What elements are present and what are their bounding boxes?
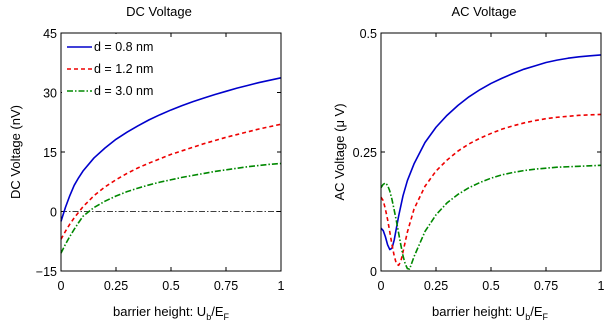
ac-y-tick-label: 0.25 [353,146,377,160]
dc-x-tick-label: 1 [278,279,285,293]
ac-y-tick-label: 0 [370,265,377,279]
dc-x-tick-label: 0.75 [214,279,238,293]
dc-x-tick-label: 0.25 [104,279,128,293]
legend-label-1: d = 1.2 nm [94,62,153,76]
dc-y-tick-label: −15 [36,265,57,279]
legend-entry-1: d = 1.2 nm [67,62,153,76]
ac-x-tick-label: 0.25 [424,279,448,293]
dc-legend: d = 0.8 nm d = 1.2 nm d = 3.0 nm [62,34,154,98]
dc-axes-frame [60,32,282,272]
ac-axes-frame [380,32,602,272]
legend-label-2: d = 3.0 nm [94,84,153,98]
dc-series-line-1 [60,123,282,240]
dc-x-tick-label: 0.5 [162,279,179,293]
ac-y-ticks: 0 0.25 0.5 [353,27,601,279]
dc-y-axis-label: DC Voltage (nV) [8,105,23,199]
ac-x-axis-label: barrier height: Ub/EF [432,304,549,322]
legend-entry-0: d = 0.8 nm [67,40,153,54]
ac-y-tick-label: 0.5 [360,27,377,41]
dc-y-tick-label: 45 [43,27,57,41]
dc-chart-title: DC Voltage [126,4,192,19]
ac-series-line-2 [380,164,602,270]
ac-chart-title: AC Voltage [451,4,516,19]
ac-x-tick-label: 0 [378,279,385,293]
ac-x-ticks: 0 0.25 0.5 0.75 1 [378,33,605,293]
ac-voltage-chart: AC Voltage 0 0.25 0.5 0.75 1 0 0.25 0.5 barrie… [332,4,605,322]
legend-label-0: d = 0.8 nm [94,40,153,54]
dc-series-line-0 [60,77,282,222]
ac-y-axis-label: AC Voltage (μ V) [332,103,347,200]
dc-y-tick-label: 30 [43,87,57,101]
dc-y-tick-label: 15 [43,146,57,160]
ac-plot-area [380,54,602,270]
ac-x-tick-label: 1 [598,279,605,293]
dc-plot-area [60,77,282,254]
dc-series-line-2 [60,162,282,254]
dc-x-axis-label: barrier height: Ub/EF [113,304,230,322]
dc-legend-box [62,34,154,94]
ac-series-line-0 [380,54,602,251]
legend-entry-2: d = 3.0 nm [67,84,153,98]
dc-y-tick-label: 0 [50,206,57,220]
dc-x-ticks: 0 0.25 0.5 0.75 1 [58,33,285,293]
ac-series-line-1 [380,113,602,267]
dc-x-tick-label: 0 [58,279,65,293]
dc-y-ticks: −15 0 15 30 45 [36,27,281,279]
ac-x-tick-label: 0.75 [534,279,558,293]
ac-x-tick-label: 0.5 [482,279,499,293]
